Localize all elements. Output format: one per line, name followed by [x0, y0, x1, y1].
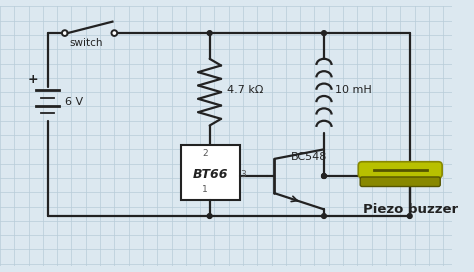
Text: 1: 1	[202, 185, 208, 194]
Circle shape	[62, 30, 68, 36]
FancyBboxPatch shape	[360, 177, 440, 187]
Text: 3: 3	[240, 170, 246, 179]
Text: +: +	[28, 73, 39, 86]
Circle shape	[321, 214, 327, 218]
Circle shape	[111, 30, 117, 36]
Text: BT66: BT66	[193, 168, 228, 181]
Text: 6 V: 6 V	[65, 97, 83, 107]
Circle shape	[207, 214, 212, 218]
Text: BC548: BC548	[291, 152, 327, 162]
Circle shape	[321, 174, 327, 178]
FancyBboxPatch shape	[358, 162, 442, 178]
Text: 4.7 kΩ: 4.7 kΩ	[227, 85, 263, 95]
Circle shape	[321, 31, 327, 35]
Circle shape	[407, 214, 412, 218]
Text: 2: 2	[202, 149, 208, 158]
Text: 10 mH: 10 mH	[336, 85, 372, 95]
Text: Piezo buzzer: Piezo buzzer	[363, 203, 458, 216]
Circle shape	[321, 174, 327, 178]
Text: switch: switch	[70, 38, 103, 48]
Circle shape	[207, 31, 212, 35]
Bar	[181, 145, 240, 200]
